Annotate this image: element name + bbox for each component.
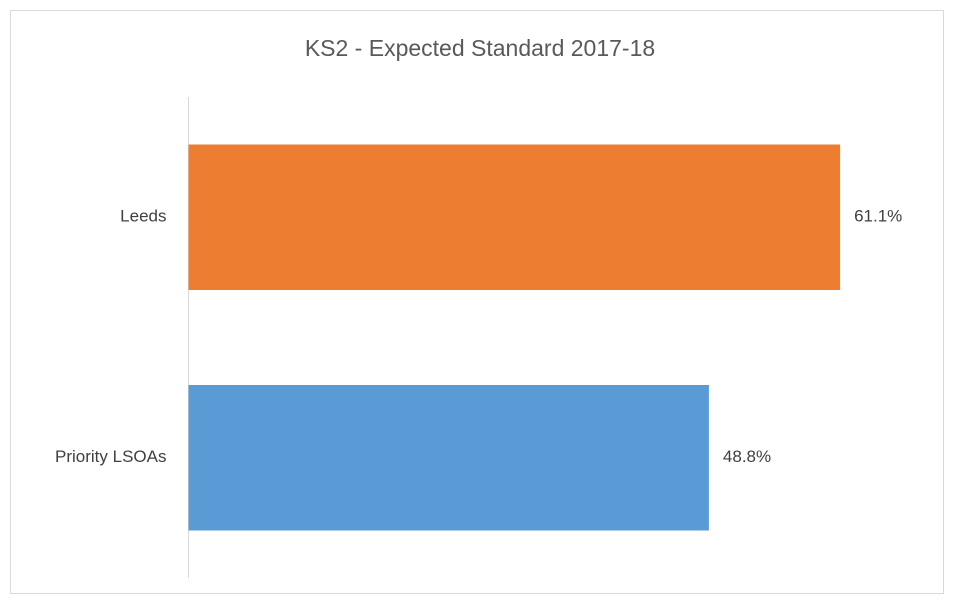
y-tick-label: Priority LSOAs [55, 447, 166, 466]
bar [188, 144, 841, 291]
y-tick-label: Leeds [120, 207, 166, 226]
data-label: 48.8% [723, 447, 771, 466]
data-label: 61.1% [854, 207, 902, 226]
bar [188, 384, 709, 531]
chart-title: KS2 - Expected Standard 2017-18 [305, 35, 655, 61]
